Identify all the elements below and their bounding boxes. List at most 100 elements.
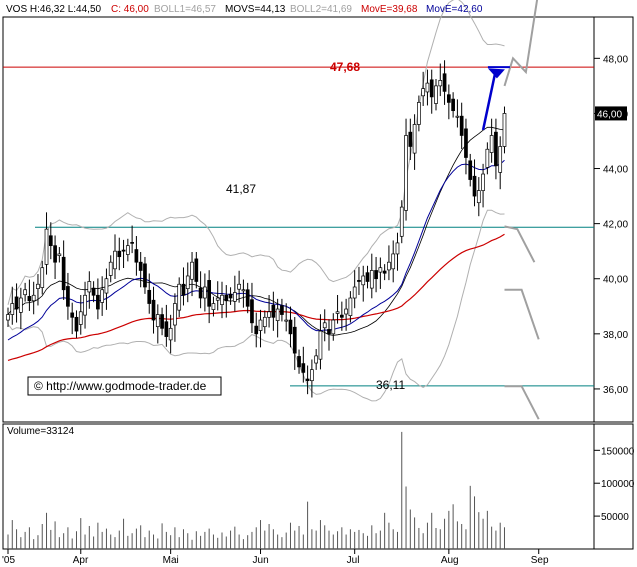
candle-body — [361, 275, 366, 286]
candle-body — [275, 308, 280, 321]
candle-body — [155, 314, 160, 328]
candle-body — [468, 160, 473, 180]
candle-body — [57, 253, 62, 256]
candle-body — [173, 303, 177, 326]
candle-body — [284, 319, 289, 322]
candle-body — [96, 294, 100, 310]
candle-body — [190, 261, 194, 280]
copyright-text[interactable]: © http://www.godmode-trader.de — [34, 379, 207, 393]
candle-body — [91, 287, 96, 296]
candle-body — [297, 356, 301, 368]
price-axis-label: 36,00 — [603, 385, 628, 396]
scenario-path — [503, 0, 539, 87]
candle-body — [344, 308, 348, 315]
candle-body — [412, 124, 417, 154]
candle-body — [61, 256, 66, 291]
candle-body — [224, 294, 229, 302]
time-axis-label: Aug — [441, 555, 459, 566]
candle-body — [138, 261, 143, 271]
header-symbol-ohlc: VOS H:46,32 L:44,50 — [6, 4, 102, 15]
moving-average-exp-short — [7, 159, 505, 341]
candle-body — [78, 311, 83, 325]
candle-body — [331, 319, 336, 335]
candle-body — [125, 245, 130, 255]
time-axis-label: Jul — [347, 555, 360, 566]
candle-body — [168, 327, 173, 341]
support-level-label-lower: 36,11 — [376, 378, 405, 392]
candle-body — [318, 330, 323, 360]
candle-body — [382, 270, 387, 274]
price-layer — [3, 0, 594, 420]
candle-body — [31, 294, 36, 302]
volume-axis-label: 150000 — [601, 446, 635, 457]
candle-body — [134, 249, 139, 263]
candle-body — [143, 263, 147, 288]
candle-body — [164, 321, 169, 337]
price-axis-label: 42,00 — [603, 220, 628, 231]
candle-body — [335, 311, 340, 314]
candle-body — [489, 135, 494, 153]
candle-body — [198, 287, 203, 299]
candle-body — [121, 249, 126, 252]
candle-body — [250, 299, 254, 324]
candle-body — [288, 319, 293, 335]
candle-body — [455, 115, 460, 118]
time-axis-label: Apr — [73, 555, 89, 566]
time-axis-label: Mai — [163, 555, 179, 566]
price-panel-frame — [2, 16, 634, 423]
candle-body — [40, 267, 45, 288]
candle-body — [476, 190, 481, 204]
axis-layer: 36,0038,0040,0042,0044,0046,0048,0046,00… — [2, 54, 635, 566]
candle-body — [44, 228, 49, 265]
candle-body — [207, 280, 212, 307]
resistance-level-label: 47,68 — [330, 60, 360, 74]
scenario-path — [504, 225, 536, 263]
candle-body — [399, 206, 404, 237]
candle-body — [83, 294, 87, 316]
candle-body — [305, 378, 310, 382]
candle-body — [494, 131, 498, 167]
candle-body — [327, 329, 331, 335]
candle-body — [378, 267, 383, 273]
candle-body — [472, 175, 477, 197]
candle-body — [442, 73, 447, 92]
header-movs: MOVS=44,13 — [225, 4, 286, 15]
candle-body — [434, 85, 438, 104]
candle-body — [271, 304, 276, 318]
candle-body — [451, 98, 455, 112]
candle-body — [301, 363, 306, 373]
candle-body — [23, 289, 27, 296]
scenario-path — [504, 288, 540, 340]
header-move-short: MovE=42,60 — [426, 4, 483, 15]
volume-axis-label: 100000 — [601, 479, 635, 490]
candle-body — [215, 297, 220, 301]
candle-body — [70, 312, 75, 318]
candle-body — [74, 316, 79, 332]
candle-body — [464, 128, 468, 158]
candle-body — [459, 115, 464, 136]
support-level-label-upper: 41,87 — [226, 182, 256, 196]
candle-body — [314, 355, 319, 364]
candle-body — [14, 296, 19, 310]
candle-body — [53, 245, 57, 263]
volume-title: Volume=33124 — [7, 426, 74, 437]
candle-body — [220, 294, 224, 305]
time-axis-label: '05 — [2, 555, 15, 566]
candle-body — [267, 311, 271, 318]
candle-body — [348, 297, 353, 317]
candle-body — [502, 113, 507, 147]
candle-body — [485, 148, 490, 168]
copyright-box — [27, 376, 222, 396]
header-move-long: MovE=39,68 — [361, 4, 418, 15]
candle-body — [258, 319, 263, 331]
candle-body — [429, 79, 434, 98]
volume-axis-label: 50000 — [601, 512, 629, 523]
volume-panel-frame — [2, 423, 634, 550]
candle-body — [310, 369, 314, 382]
header-boll1: BOLL1=46,57 — [154, 4, 216, 15]
candle-body — [160, 314, 164, 329]
candle-body — [27, 296, 32, 302]
candle-body — [130, 242, 134, 244]
